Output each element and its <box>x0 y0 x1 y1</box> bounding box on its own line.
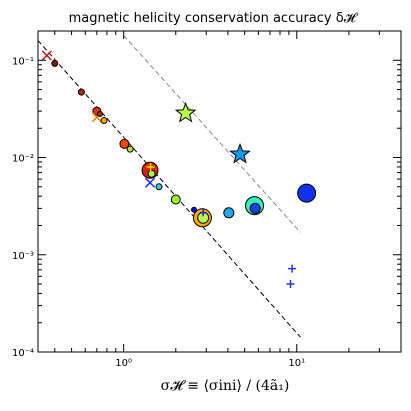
data-point-27 <box>286 280 295 289</box>
data-point-22 <box>249 202 261 214</box>
data-point-20 <box>223 207 235 219</box>
data-point-1 <box>41 50 52 61</box>
data-point-2 <box>51 59 59 67</box>
x-tick-label-1: 10⁰ <box>115 358 132 369</box>
plot-area <box>38 35 317 338</box>
data-point-3 <box>77 88 85 96</box>
y-tick-label-4: 10⁻¹ <box>12 56 34 67</box>
chart-title: magnetic helicity conservation accuracy … <box>69 11 359 26</box>
dashed-fit-line-2 <box>123 35 301 233</box>
data-point-25 <box>229 142 251 164</box>
y-tick-label-1: 10⁻⁴ <box>12 348 34 359</box>
data-point-12 <box>146 162 155 171</box>
data-point-26 <box>288 264 297 273</box>
y-tick-label-3: 10⁻² <box>12 154 34 165</box>
data-point-19 <box>199 209 207 217</box>
y-tick-label-2: 10⁻³ <box>12 251 34 262</box>
data-point-14 <box>155 183 163 191</box>
data-point-8 <box>119 138 130 149</box>
data-point-23 <box>297 183 317 203</box>
data-point-15 <box>170 194 181 205</box>
data-point-16 <box>191 206 198 213</box>
plot-content <box>38 35 317 338</box>
x-axis-label: σ𝓗 ≡ ⟨σini⟩ / (4ã₁) <box>161 378 290 394</box>
data-point-9 <box>126 145 134 153</box>
data-point-13 <box>144 177 156 188</box>
data-point-7 <box>100 117 108 125</box>
plot-frame <box>37 30 402 353</box>
data-point-6 <box>97 111 104 118</box>
axis-ticks: 10⁰ 10¹ 10⁻⁴ 10⁻³ 10⁻² 10⁻¹ <box>12 30 402 369</box>
data-point-11 <box>147 169 156 178</box>
dashed-fit-line-1 <box>38 40 301 338</box>
x-tick-label-2: 10¹ <box>288 358 305 369</box>
data-point-24 <box>174 101 197 123</box>
